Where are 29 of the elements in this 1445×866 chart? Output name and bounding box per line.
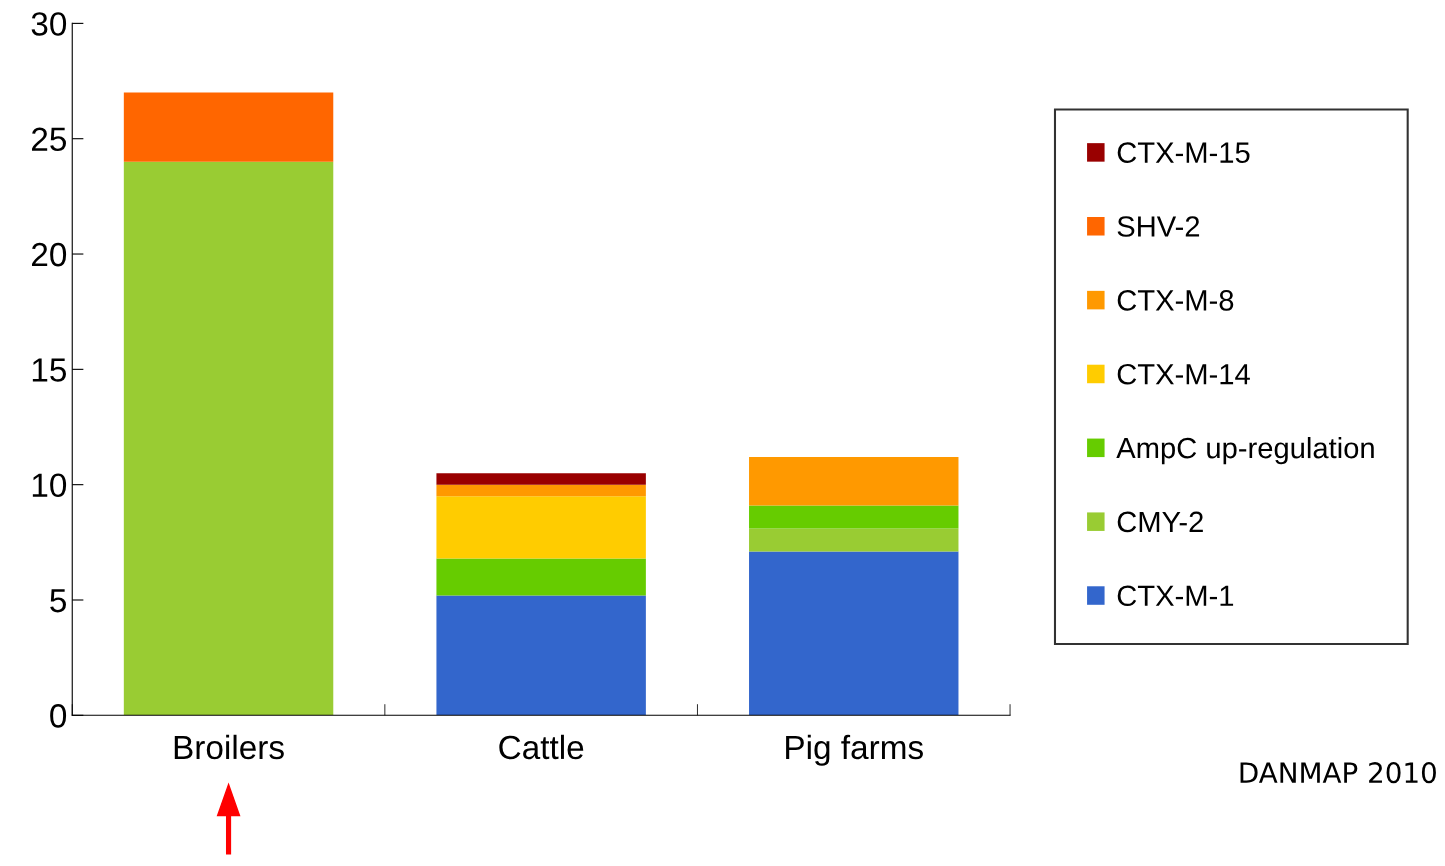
bar <box>436 595 646 716</box>
bar <box>436 484 646 497</box>
bar <box>749 528 959 552</box>
bar <box>749 551 959 716</box>
legend-label: AmpC up-regulation <box>1116 436 1374 465</box>
y-tick-label: 25 <box>31 127 66 152</box>
y-tick-label: 5 <box>50 589 66 613</box>
x-tick-label: Broilers <box>174 734 284 760</box>
y-tick-label: 10 <box>32 473 67 498</box>
bar <box>749 456 959 506</box>
y-tick-label: 30 <box>31 12 67 36</box>
x-tick-label: Pig farms <box>786 734 923 766</box>
legend-label: CTX-M-15 <box>1117 142 1250 163</box>
bar <box>436 473 646 485</box>
bar <box>436 558 646 596</box>
y-tick-label: 0 <box>50 704 67 728</box>
legend-label: SHV-2 <box>1117 216 1200 237</box>
y-tick-label: 20 <box>31 242 67 267</box>
bar <box>123 92 334 162</box>
legend-label: CTX-M-8 <box>1117 290 1234 311</box>
text: DANMAP 2010 <box>1240 762 1436 784</box>
bar <box>123 161 334 716</box>
legend-label: CMY-2 <box>1117 511 1203 533</box>
x-tick-label: Cattle <box>499 734 584 760</box>
legend-label: CTX-M-14 <box>1117 363 1250 385</box>
y-tick-label: 15 <box>32 358 66 382</box>
bar <box>436 496 646 559</box>
legend-label: CTX-M-1 <box>1117 585 1234 607</box>
bar <box>749 505 959 529</box>
